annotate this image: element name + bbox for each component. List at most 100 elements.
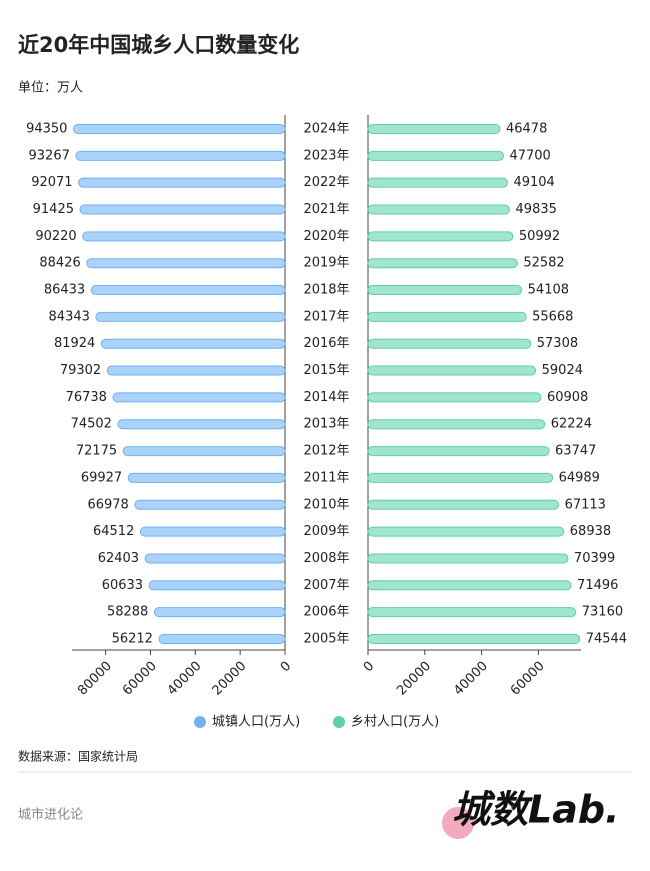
bar (139, 526, 286, 537)
bar (367, 526, 565, 537)
value-label: 63747 (555, 444, 596, 459)
category-label: 2011年 (303, 470, 349, 485)
value-label: 73160 (582, 605, 623, 620)
bar (367, 150, 504, 161)
bar (78, 177, 286, 188)
category-label: 2024年 (303, 122, 349, 137)
bar (112, 392, 286, 403)
bar (158, 633, 286, 644)
value-label: 52582 (523, 256, 564, 271)
category-label: 2020年 (303, 229, 349, 244)
value-label: 62403 (98, 551, 139, 566)
category-label: 2015年 (303, 363, 349, 378)
brand: 城市进化论 (18, 807, 83, 823)
bar (72, 124, 286, 134)
bar (367, 580, 572, 591)
chart-subtitle: 单位：万人 (18, 81, 83, 96)
category-label: 2019年 (303, 256, 349, 271)
bar (367, 607, 577, 618)
bar (148, 580, 286, 591)
value-label: 84343 (49, 309, 90, 324)
value-label: 54108 (528, 283, 569, 298)
logo-dot (442, 807, 474, 839)
category-label: 2012年 (303, 444, 349, 459)
category-label: 2017年 (303, 309, 349, 324)
value-label: 94350 (26, 122, 67, 137)
bar (367, 419, 546, 430)
category-label: 2009年 (303, 524, 349, 539)
value-label: 79302 (60, 363, 101, 378)
value-label: 64512 (93, 524, 134, 539)
bar (106, 365, 286, 376)
bar (367, 124, 501, 134)
bar (367, 392, 542, 403)
value-label: 64989 (559, 470, 600, 485)
value-label: 70399 (574, 551, 615, 566)
value-label: 62224 (551, 417, 592, 432)
value-label: 49104 (513, 175, 554, 190)
value-label: 47700 (509, 148, 550, 163)
legend-swatch (333, 716, 345, 728)
category-label: 2006年 (303, 605, 349, 620)
legend-swatch (194, 716, 206, 728)
value-label: 55668 (532, 309, 573, 324)
value-label: 68938 (570, 524, 611, 539)
value-label: 71496 (577, 578, 618, 593)
category-label: 2005年 (303, 631, 349, 646)
category-label: 2007年 (303, 578, 349, 593)
category-label: 2018年 (303, 283, 349, 298)
value-label: 56212 (112, 631, 153, 646)
bar (75, 150, 286, 161)
bar (367, 177, 508, 188)
category-label: 2008年 (303, 551, 349, 566)
value-label: 86433 (44, 283, 85, 298)
bar (127, 472, 286, 483)
category-label: 2023年 (303, 148, 349, 163)
bar (79, 204, 286, 215)
bar (367, 231, 514, 242)
value-label: 74502 (71, 417, 112, 432)
bar (367, 472, 554, 483)
bar (90, 285, 286, 296)
bar (367, 446, 550, 457)
value-label: 91425 (33, 202, 74, 217)
category-label: 2016年 (303, 336, 349, 351)
value-label: 74544 (586, 631, 627, 646)
value-label: 76738 (66, 390, 107, 405)
value-label: 60633 (102, 578, 143, 593)
bar (367, 633, 581, 644)
bar (86, 258, 286, 269)
logo: 城数Lab. (452, 788, 620, 832)
value-label: 92071 (31, 175, 72, 190)
chart-title: 近20年中国城乡人口数量变化 (18, 33, 299, 57)
bar (95, 311, 286, 322)
value-label: 93267 (29, 148, 70, 163)
category-label: 2014年 (303, 390, 349, 405)
bar (122, 446, 286, 457)
category-label: 2010年 (303, 497, 349, 512)
value-label: 58288 (107, 605, 148, 620)
value-label: 72175 (76, 444, 117, 459)
legend-label: 乡村人口(万人) (351, 715, 439, 730)
category-label: 2022年 (303, 175, 349, 190)
value-label: 50992 (519, 229, 560, 244)
bar (144, 553, 286, 564)
bar (367, 285, 523, 296)
value-label: 66978 (87, 497, 128, 512)
bar (100, 338, 286, 349)
bar (153, 607, 286, 618)
value-label: 90220 (35, 229, 76, 244)
bar (367, 499, 560, 510)
value-label: 81924 (54, 336, 95, 351)
bar (367, 338, 532, 349)
legend-label: 城镇人口(万人) (212, 715, 300, 730)
category-label: 2021年 (303, 202, 349, 217)
value-label: 46478 (506, 122, 547, 137)
value-label: 57308 (537, 336, 578, 351)
bar (367, 365, 537, 376)
source: 数据来源：国家统计局 (18, 749, 138, 764)
value-label: 59024 (542, 363, 583, 378)
bar (117, 419, 286, 430)
bar (367, 258, 518, 269)
